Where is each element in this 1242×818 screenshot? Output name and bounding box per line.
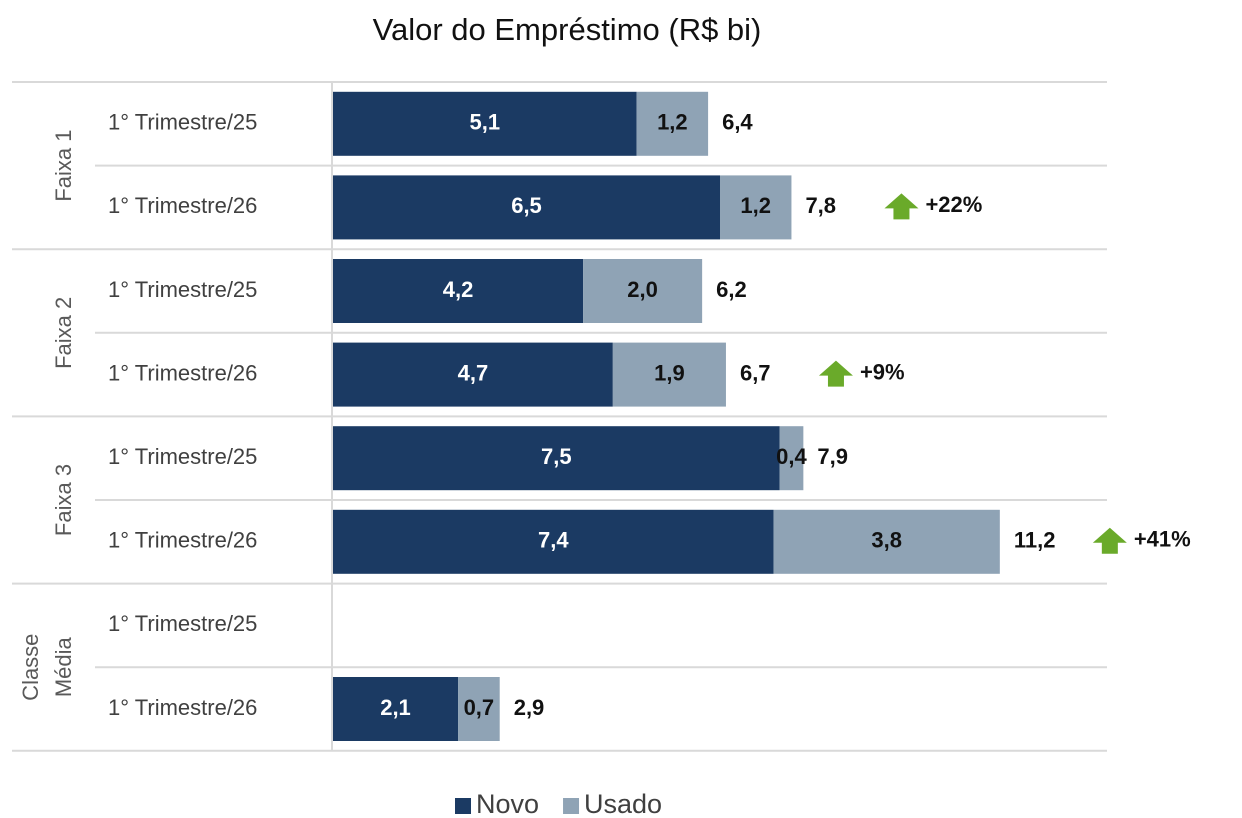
category-label: 1° Trimestre/25 [108,110,257,135]
total-label: 2,9 [514,695,545,720]
bar-segment [458,677,500,741]
category-label: 1° Trimestre/26 [108,528,257,553]
value-label: 4,7 [458,360,489,385]
bar-segment [333,426,780,491]
bar-segment [333,91,637,156]
bar-segment [636,91,709,156]
bar-segment [333,509,774,574]
legend: Novo Usado [455,789,662,818]
up-arrow [884,193,919,220]
change-label: +9% [860,359,905,384]
legend-label: Novo [476,789,539,818]
value-label: 1,2 [657,110,688,135]
category-label: 1° Trimestre/26 [108,360,257,385]
up-arrow [818,360,853,387]
group-label: Classe [18,634,43,701]
total-label: 6,4 [722,110,753,135]
bar-segment [333,175,720,240]
group-label: Faixa 3 [51,464,76,536]
total-label: 7,9 [817,444,848,469]
chart-title: Valor do Empréstimo (R$ bi) [373,12,762,47]
change-label: +22% [925,192,982,217]
group-label: Faixa 1 [51,130,76,202]
up-arrow [1092,527,1127,554]
value-label: 0,7 [464,695,495,720]
change-label: +41% [1134,527,1191,552]
category-label: 1° Trimestre/25 [108,444,257,469]
bar-segment [333,677,459,741]
group-label: Faixa 2 [51,297,76,369]
value-label: 1,9 [654,360,685,385]
bar-segment [583,259,703,323]
bar-segment [333,342,613,407]
legend-swatch [455,798,471,814]
value-label: 5,1 [470,110,501,135]
total-label: 6,2 [716,277,747,302]
category-label: 1° Trimestre/25 [108,611,257,636]
value-label: 6,5 [511,193,542,218]
bar-segment [720,175,792,240]
value-label: 4,2 [443,277,474,302]
category-label: 1° Trimestre/26 [108,193,257,218]
group-label: Média [51,636,76,697]
total-label: 7,8 [805,193,836,218]
legend-label: Usado [584,789,662,818]
bar-segment [333,259,584,323]
value-label: 2,0 [627,277,658,302]
bar-segment [773,509,1000,574]
bar-segment [612,342,726,407]
value-label: 7,4 [538,528,569,553]
category-label: 1° Trimestre/25 [108,277,257,302]
total-label: 11,2 [1014,528,1056,553]
value-label: 7,5 [541,444,572,469]
value-label: 0,4 [776,444,807,469]
value-label: 1,2 [740,193,771,218]
bar-segment [779,426,804,491]
legend-swatch [563,798,580,814]
total-label: 6,7 [740,360,771,385]
value-label: 2,1 [380,695,411,720]
value-label: 3,8 [871,528,902,553]
category-label: 1° Trimestre/26 [108,695,257,720]
